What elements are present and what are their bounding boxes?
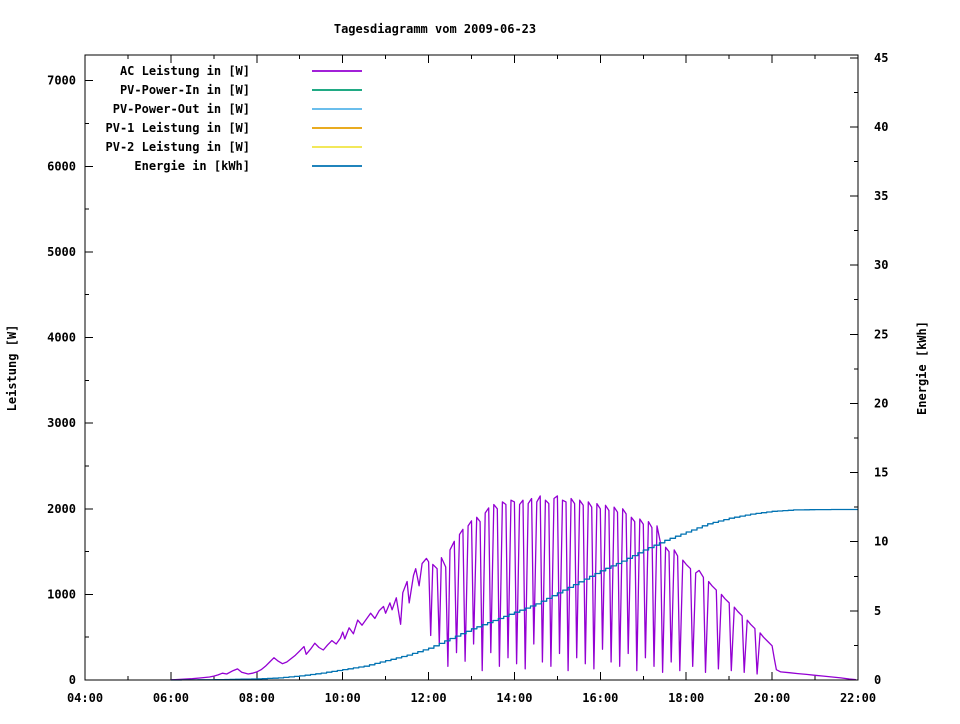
x-tick-label: 12:00 xyxy=(410,691,446,705)
legend-item: Energie in [kWh] xyxy=(134,159,362,173)
y-tick-label: 4000 xyxy=(47,331,76,345)
legend-item: PV-1 Leistung in [W] xyxy=(106,121,362,135)
x-tick-label: 04:00 xyxy=(67,691,103,705)
x-tick-label: 08:00 xyxy=(239,691,275,705)
legend-item: AC Leistung in [W] xyxy=(120,64,362,78)
legend-label: PV-1 Leistung in [W] xyxy=(106,121,251,135)
series-ac-leistung-in-w- xyxy=(170,495,856,681)
legend-label: PV-Power-In in [W] xyxy=(120,83,250,97)
x-tick-label: 16:00 xyxy=(582,691,618,705)
y2-tick-label: 45 xyxy=(874,51,888,65)
y2-tick-label: 15 xyxy=(874,466,888,480)
y-tick-label: 1000 xyxy=(47,587,76,601)
legend-label: AC Leistung in [W] xyxy=(120,64,250,78)
x-tick-label: 06:00 xyxy=(153,691,189,705)
x-tick-label: 20:00 xyxy=(754,691,790,705)
y-tick-label: 5000 xyxy=(47,245,76,259)
y-tick-label: 6000 xyxy=(47,159,76,173)
legend-item: PV-2 Leistung in [W] xyxy=(106,140,362,154)
axis-tick-labels: 04:00 06:00 08:00 10:00 12:00 14:00 16:00 18:00… xyxy=(47,51,888,705)
y2-tick-label: 0 xyxy=(874,673,881,687)
legend-label: PV-Power-Out in [W] xyxy=(113,102,250,116)
y-tick-label: 0 xyxy=(69,673,76,687)
y2-tick-label: 25 xyxy=(874,327,888,341)
plot-series xyxy=(170,495,858,681)
y-axis-title: Leistung [W] xyxy=(5,325,19,412)
plot-border xyxy=(84,54,859,681)
y-tick-label: 7000 xyxy=(47,74,76,88)
x-tick-label: 10:00 xyxy=(325,691,361,705)
y2-tick-label: 35 xyxy=(874,189,888,203)
y-tick-label: 3000 xyxy=(47,416,76,430)
legend: AC Leistung in [W] PV-Power-In in [W] PV-P… xyxy=(106,64,362,173)
y2-axis-title: Energie [kWh] xyxy=(915,321,929,415)
legend-item: PV-Power-Out in [W] xyxy=(113,102,362,116)
x-tick-label: 22:00 xyxy=(840,691,876,705)
y2-tick-label: 10 xyxy=(874,535,888,549)
chart-title: Tagesdiagramm vom 2009-06-23 xyxy=(334,22,536,36)
y2-tick-label: 20 xyxy=(874,396,888,410)
legend-item: PV-Power-In in [W] xyxy=(120,83,362,97)
y2-tick-label: 30 xyxy=(874,258,888,272)
y2-tick-label: 5 xyxy=(874,604,881,618)
series-energie-in-kwh- xyxy=(170,508,858,681)
x-tick-label: 18:00 xyxy=(668,691,704,705)
x-tick-label: 14:00 xyxy=(496,691,532,705)
y2-tick-label: 40 xyxy=(874,120,888,134)
y-tick-label: 2000 xyxy=(47,502,76,516)
legend-label: PV-2 Leistung in [W] xyxy=(106,140,251,154)
legend-label: Energie in [kWh] xyxy=(134,159,250,173)
